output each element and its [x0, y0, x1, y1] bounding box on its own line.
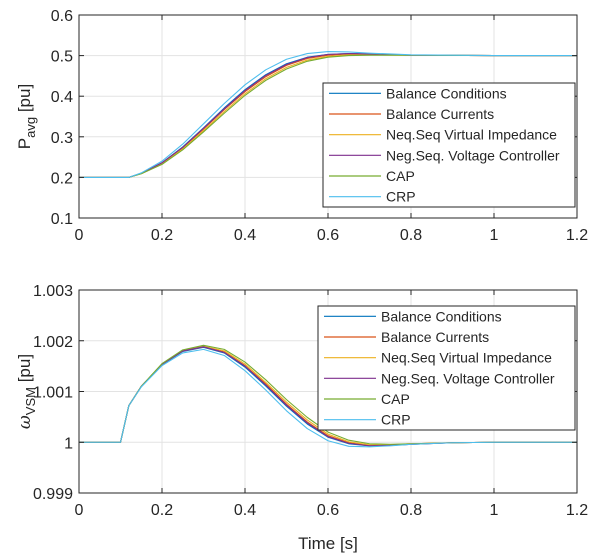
y-axis-label: ωVSM [pu]	[15, 354, 38, 429]
legend-label-4: Neg.Seq. Voltage Controller	[386, 147, 560, 163]
x-tick-label: 0.4	[234, 227, 256, 244]
x-tick-label: 0.8	[400, 502, 422, 519]
legend-label-4: Neg.Seq. Voltage Controller	[381, 370, 555, 386]
y-tick-label: 1.002	[33, 334, 73, 351]
y-axis-label: Pavg [pu]	[15, 84, 38, 149]
series-line-4	[79, 53, 577, 178]
y-axis-label-sub: VSM	[23, 387, 38, 415]
legend-label-5: CAP	[381, 391, 410, 407]
legend-box	[322, 82, 576, 208]
x-tick-label: 0.4	[234, 502, 256, 519]
chart-1: 0 0.2 0.4 0.6 0.8 1 1.2 0.1 0.2 0.3 0.4 0.5 0.6 Pavg …	[15, 8, 588, 244]
series-line-5	[79, 54, 577, 178]
y-axis-label-unit: [pu]	[15, 84, 34, 117]
series-line-6	[79, 50, 577, 178]
x-tick-label: 0.8	[400, 227, 422, 244]
series-line-6	[79, 348, 577, 448]
x-tick-label: 1.2	[566, 227, 588, 244]
x-tick-label: 0.2	[151, 502, 173, 519]
legend: Balance Conditions Balance Currents Neq.Se…	[322, 82, 576, 208]
y-tick-label: 0.6	[51, 8, 73, 25]
y-tick-label: 0.999	[33, 486, 73, 503]
legend: Balance Conditions Balance Currents Neq.Se…	[317, 305, 576, 431]
y-axis-label-unit: [pu]	[15, 354, 34, 387]
legend-label-5: CAP	[386, 168, 415, 184]
y-tick-label: 0.3	[51, 130, 73, 147]
y-axis-label-main: P	[15, 138, 34, 149]
x-axis-label: Time [s]	[298, 534, 358, 553]
y-tick-label: 0.5	[51, 49, 73, 66]
x-tick-label: 0.2	[151, 227, 173, 244]
legend-label-2: Balance Currents	[386, 106, 494, 122]
y-tick-label: 0.2	[51, 170, 73, 187]
x-tick-label: 0.6	[317, 227, 339, 244]
y-tick-label: 0.1	[51, 211, 73, 228]
x-tick-label: 1	[490, 227, 499, 244]
y-tick-label: 1.003	[33, 283, 73, 300]
legend-label-6: CRP	[386, 189, 416, 205]
x-tick-label: 1.2	[566, 502, 588, 519]
legend-label-6: CRP	[381, 412, 411, 428]
x-tick-label: 0.6	[317, 502, 339, 519]
legend-label-3: Neq.Seq Virtual Impedance	[381, 350, 552, 366]
x-tick-label: 0	[75, 502, 84, 519]
x-tick-label: 0	[75, 227, 84, 244]
y-tick-label: 1	[64, 435, 73, 452]
chart-2: 0 0.2 0.4 0.6 0.8 1 1.2 0.999 1 1.001 1.002 1.003 ωV…	[15, 283, 588, 553]
x-tick-label: 1	[490, 502, 499, 519]
y-axis-label-main: ω	[15, 415, 35, 429]
y-axis-label-sub: avg	[23, 117, 38, 138]
legend-box	[317, 305, 576, 431]
y-tick-label: 1.001	[33, 385, 73, 402]
legend-label-2: Balance Currents	[381, 329, 489, 345]
legend-label-1: Balance Conditions	[381, 308, 502, 324]
legend-label-1: Balance Conditions	[386, 85, 507, 101]
legend-label-3: Neq.Seq Virtual Impedance	[386, 127, 557, 143]
y-tick-label: 0.4	[51, 89, 73, 106]
